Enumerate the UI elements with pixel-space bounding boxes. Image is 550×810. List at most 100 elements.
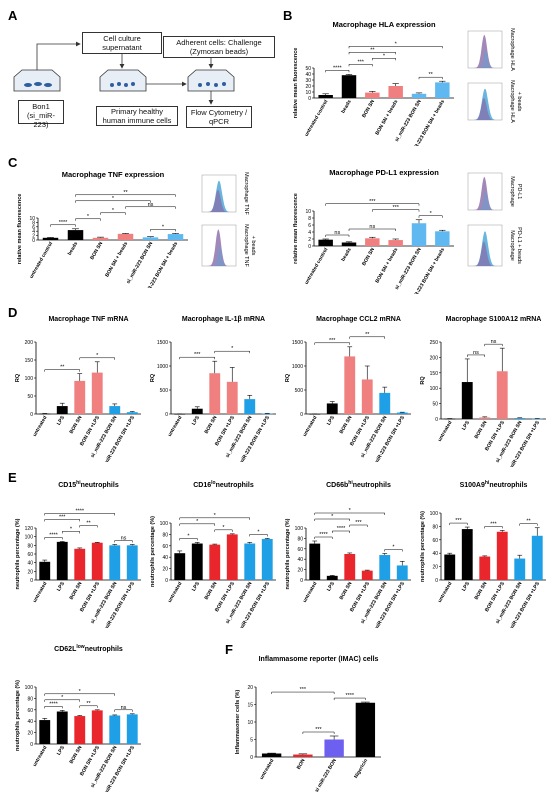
category-label: untreated [167, 415, 184, 438]
histogram-label: Macrophage HLA [509, 80, 515, 123]
y-tick-label: 4 [32, 229, 35, 235]
significance-bracket [44, 513, 115, 516]
histogram-label: PD-L1 + beads [516, 227, 522, 264]
bar [67, 230, 84, 240]
y-tick-label: 8 [32, 220, 35, 226]
significance-bracket [79, 357, 115, 360]
y-tick-label: 0 [300, 578, 303, 584]
y-axis-label: Inflammasomer cells (%) [235, 690, 241, 755]
y-tick-label: 5 [250, 738, 253, 744]
category-label: BON SN [361, 99, 376, 119]
bar [379, 555, 391, 580]
bar [365, 238, 380, 246]
chart-e-cd16: CD16loneutrophils 0 20 40 60 80 100 neutrophils… [145, 478, 280, 637]
y-tick-label: 15 [247, 703, 253, 709]
histogram-pdl1: Macrophage PD-L1 [462, 170, 546, 221]
histogram-svg: Macrophage PD-L1 [467, 172, 522, 211]
bon1-label: Bon1 (si_miR-223) [18, 100, 64, 129]
significance-label: *** [59, 514, 66, 520]
bar [56, 406, 68, 414]
significance-bracket [467, 354, 485, 357]
y-tick-label: 60 [162, 544, 168, 550]
bar [56, 711, 68, 744]
y-tick-label: 2 [32, 234, 35, 240]
category-label: beads [340, 99, 353, 115]
bar [365, 92, 380, 98]
significance-bracket [302, 731, 335, 734]
y-tick-label: 0 [435, 417, 438, 423]
significance-label: * [392, 544, 395, 550]
significance-label: ** [429, 72, 434, 78]
category-label: untreated [32, 415, 49, 438]
bar [244, 543, 256, 580]
significance-bracket [418, 215, 443, 218]
significance-label: ns [148, 202, 154, 208]
y-axis-label: neutrophils percentage (%) [150, 516, 156, 587]
bar [496, 371, 508, 419]
y-tick-label: 150 [25, 358, 34, 364]
y-tick-label: 1000 [157, 364, 168, 370]
y-tick-label: 100 [430, 386, 439, 392]
bar [244, 399, 256, 414]
bar [261, 753, 282, 757]
histogram-svg: Macrophage HLA + beads [467, 80, 522, 123]
bar [39, 561, 51, 580]
y-tick-label: 10 [29, 216, 35, 222]
y-tick-label: 20 [305, 84, 311, 90]
chart-title: CD16loneutrophils [193, 480, 254, 489]
bar [396, 565, 408, 580]
significance-bracket [125, 206, 176, 209]
bar [209, 544, 221, 580]
y-tick-label: 80 [432, 524, 438, 530]
chart-svg: Macrophage IL-1β mRNA 0 500 1000 1500 RQ untre… [150, 316, 276, 471]
significance-bracket [44, 693, 115, 696]
chart-b-pdl1: Macrophage PD-L1 expression 0 2 4 6 8 10 relati… [286, 166, 458, 308]
significance-bracket [314, 536, 333, 539]
significance-bracket [333, 697, 366, 701]
bar [396, 412, 408, 414]
significance-label: *** [355, 520, 362, 526]
bar [411, 93, 427, 98]
category-label: LPS [326, 580, 336, 592]
significance-label: **** [75, 508, 84, 514]
chart-d-ccl2: Macrophage CCL2 mRNA 0 500 1000 1500 RQ untrea… [280, 312, 415, 471]
histogram-peak [468, 97, 502, 120]
category-label: LPS [56, 580, 66, 592]
significance-label: *** [194, 352, 201, 358]
y-tick-label: 500 [160, 388, 169, 394]
histogram-label: Macrophage TNF [243, 224, 249, 267]
significance-bracket [179, 538, 198, 541]
y-tick-label: 100 [430, 511, 439, 517]
chart-title: Macrophage S100A12 mRNA [446, 316, 542, 323]
y-tick-label: 1500 [292, 340, 303, 346]
histogram-svg: Macrophage PD-L1 + beads [467, 224, 522, 267]
significance-label: * [61, 695, 64, 701]
y-tick-label: 40 [27, 719, 33, 725]
significance-bracket [372, 209, 420, 212]
bar [461, 382, 473, 419]
histogram-label: Macrophage [509, 230, 515, 261]
bar [514, 558, 526, 580]
category-label: untreated [437, 581, 454, 604]
y-tick-label: 20 [247, 685, 253, 691]
category-label: untreated [167, 581, 184, 604]
significance-bracket [114, 540, 133, 543]
primary-cells-box: Primary healthy human immune cells [96, 106, 178, 126]
significance-label: ** [60, 365, 65, 371]
histogram-peak [468, 191, 502, 210]
y-tick-label: 50 [305, 66, 311, 72]
histogram-svg: Macrophage HLA [467, 28, 515, 71]
bar [92, 237, 109, 240]
chart-title: S100A9hineutrophils [460, 480, 528, 489]
y-axis-label: neutrophils percentage (%) [15, 518, 21, 589]
histogram-label: + beads [516, 92, 522, 112]
adherent-cells-flask-icon [187, 69, 235, 92]
significance-label: ns [369, 224, 375, 230]
y-tick-label: 80 [297, 536, 303, 542]
category-label: LPS [56, 414, 66, 426]
histogram-label: PD-L1 [516, 184, 522, 200]
significance-label: * [112, 208, 115, 214]
significance-bracket [314, 518, 350, 521]
